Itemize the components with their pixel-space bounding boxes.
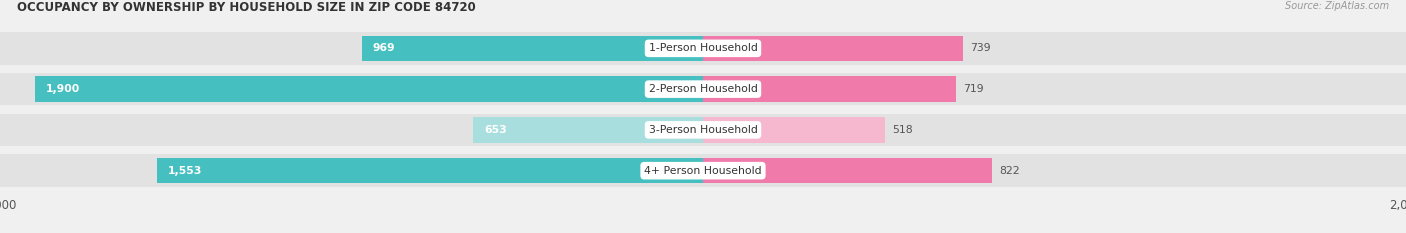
Text: 1,553: 1,553 [167,166,202,176]
Bar [0,73,1406,105]
Bar [0,114,1406,146]
Text: 969: 969 [373,43,395,53]
Text: 1-Person Household: 1-Person Household [648,43,758,53]
Bar [0,154,1406,187]
Text: 653: 653 [484,125,506,135]
Bar [363,36,703,61]
Text: 4+ Person Household: 4+ Person Household [644,166,762,176]
Text: 1,900: 1,900 [45,84,80,94]
Bar [0,32,1406,65]
Text: 518: 518 [893,125,912,135]
Bar [703,117,886,143]
Text: OCCUPANCY BY OWNERSHIP BY HOUSEHOLD SIZE IN ZIP CODE 84720: OCCUPANCY BY OWNERSHIP BY HOUSEHOLD SIZE… [17,1,475,14]
Bar [703,36,963,61]
Text: 3-Person Household: 3-Person Household [648,125,758,135]
Bar [157,158,703,183]
Text: 2-Person Household: 2-Person Household [648,84,758,94]
Bar [703,158,993,183]
Text: Source: ZipAtlas.com: Source: ZipAtlas.com [1285,1,1389,11]
Bar [35,76,703,102]
Text: 719: 719 [963,84,983,94]
Bar [474,117,703,143]
Text: 822: 822 [998,166,1019,176]
Text: 739: 739 [970,43,990,53]
Bar [703,76,956,102]
